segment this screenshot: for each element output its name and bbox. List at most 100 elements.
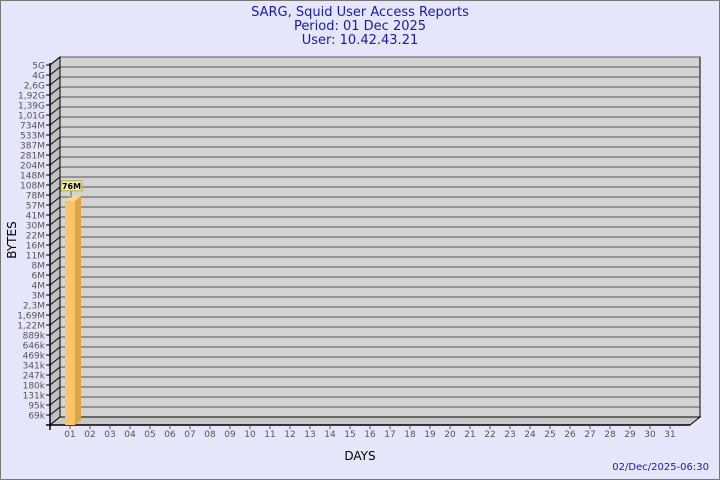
gridline-side — [49, 226, 61, 236]
y-tick-label: 469k — [23, 352, 46, 362]
gridline-side — [49, 326, 61, 336]
y-tick-label: 108M — [20, 182, 45, 192]
gridline-side — [49, 336, 61, 346]
x-tick-label: 07 — [184, 430, 195, 440]
y-tick-label: 889k — [23, 332, 46, 342]
x-tick-label: 18 — [404, 430, 416, 440]
chart-title: SARG, Squid User Access Reports — [251, 5, 469, 20]
x-tick-label: 09 — [224, 430, 236, 440]
y-tick-label: 1,22M — [17, 322, 45, 332]
y-tick-label: 57M — [26, 202, 45, 212]
x-tick-label: 15 — [344, 430, 355, 440]
y-tick-label: 204M — [20, 162, 45, 172]
y-tick-label: 281M — [20, 152, 45, 162]
gridline-side — [49, 316, 61, 326]
plot-floor — [48, 416, 702, 426]
y-tick-label: 30M — [26, 222, 45, 232]
y-tick-label: 131k — [23, 392, 46, 402]
generated-timestamp: 02/Dec/2025-06:30 — [612, 462, 709, 473]
y-tick-label: 341k — [23, 362, 46, 372]
y-tick-label: 734M — [20, 122, 45, 132]
gridline-side — [49, 256, 61, 266]
gridline-side — [49, 196, 61, 206]
x-tick-label: 21 — [464, 430, 475, 440]
x-tick-label: 23 — [504, 430, 515, 440]
x-tick-label: 19 — [424, 430, 436, 440]
y-tick-label: 22M — [26, 232, 45, 242]
gridline-side — [49, 266, 61, 276]
x-tick-label: 28 — [604, 430, 616, 440]
y-tick-label: 8M — [32, 262, 46, 272]
x-tick-label: 29 — [624, 430, 636, 440]
gridline-side — [49, 346, 61, 356]
x-tick-label: 27 — [584, 430, 595, 440]
bar-front — [65, 200, 75, 425]
x-tick-label: 12 — [284, 430, 295, 440]
x-tick-label: 14 — [324, 430, 336, 440]
y-tick-label: 247k — [23, 372, 46, 382]
x-tick-label: 13 — [304, 430, 315, 440]
x-tick-label: 25 — [544, 430, 555, 440]
gridline-side — [49, 306, 61, 316]
y-tick-label: 2,3M — [23, 302, 45, 312]
x-tick-label: 08 — [204, 430, 216, 440]
x-tick-label: 26 — [564, 430, 576, 440]
data-label: 76M — [62, 182, 81, 191]
y-tick-label: 533M — [20, 132, 45, 142]
gridline-side — [49, 246, 61, 256]
y-tick-label: 1,92G — [18, 92, 45, 102]
bar-top — [65, 195, 81, 201]
y-tick-label: 180k — [23, 382, 46, 392]
gridline-side — [49, 86, 61, 96]
gridline-side — [49, 276, 61, 286]
gridline-side — [49, 156, 61, 166]
y-tick-label: 646k — [23, 342, 46, 352]
gridline-side — [49, 66, 61, 76]
gridline-side — [49, 286, 61, 296]
y-tick-label: 95k — [28, 402, 45, 412]
y-tick-label: 41M — [26, 212, 45, 222]
y-tick-label: 3M — [32, 292, 46, 302]
gridline-side — [49, 116, 61, 126]
chart-subtitle-period: Period: 01 Dec 2025 — [294, 19, 426, 34]
gridline-side — [49, 146, 61, 156]
x-tick-label: 02 — [84, 430, 95, 440]
y-tick-label: 148M — [20, 172, 45, 182]
gridline-side — [49, 236, 61, 246]
gridline-side — [49, 376, 61, 386]
x-tick-label: 03 — [104, 430, 115, 440]
y-tick-label: 11M — [26, 252, 45, 262]
x-tick-label: 22 — [484, 430, 495, 440]
gridline-side — [49, 366, 61, 376]
y-axis-label: BYTES — [5, 221, 19, 258]
chart-subtitle-user: User: 10.42.43.21 — [302, 33, 418, 48]
y-tick-label: 16M — [26, 242, 45, 252]
y-tick-label: 5G — [32, 62, 45, 72]
y-tick-label: 1,01G — [18, 112, 45, 122]
gridline-side — [49, 76, 61, 86]
y-tick-label: 4G — [32, 72, 45, 82]
bar-side — [75, 195, 81, 425]
x-tick-label: 11 — [264, 430, 275, 440]
gridline-side — [49, 126, 61, 136]
x-tick-label: 16 — [364, 430, 376, 440]
gridline-side — [49, 206, 61, 216]
x-tick-label: 06 — [164, 430, 176, 440]
x-tick-label: 30 — [644, 430, 656, 440]
x-tick-label: 17 — [384, 430, 395, 440]
x-tick-label: 24 — [524, 430, 536, 440]
gridline-side — [49, 136, 61, 146]
x-axis-label: DAYS — [344, 449, 375, 463]
gridline-side — [49, 296, 61, 306]
gridline-side — [49, 96, 61, 106]
gridline-side — [49, 356, 61, 366]
data-label-box — [60, 180, 83, 192]
y-tick-label: 387M — [20, 142, 45, 152]
gridline-side — [49, 186, 61, 196]
x-tick-label: 01 — [64, 430, 75, 440]
y-tick-label: 78M — [26, 192, 45, 202]
y-tick-label: 6M — [32, 272, 46, 282]
x-tick-label: 04 — [124, 430, 136, 440]
y-tick-label: 1,69M — [17, 312, 45, 322]
